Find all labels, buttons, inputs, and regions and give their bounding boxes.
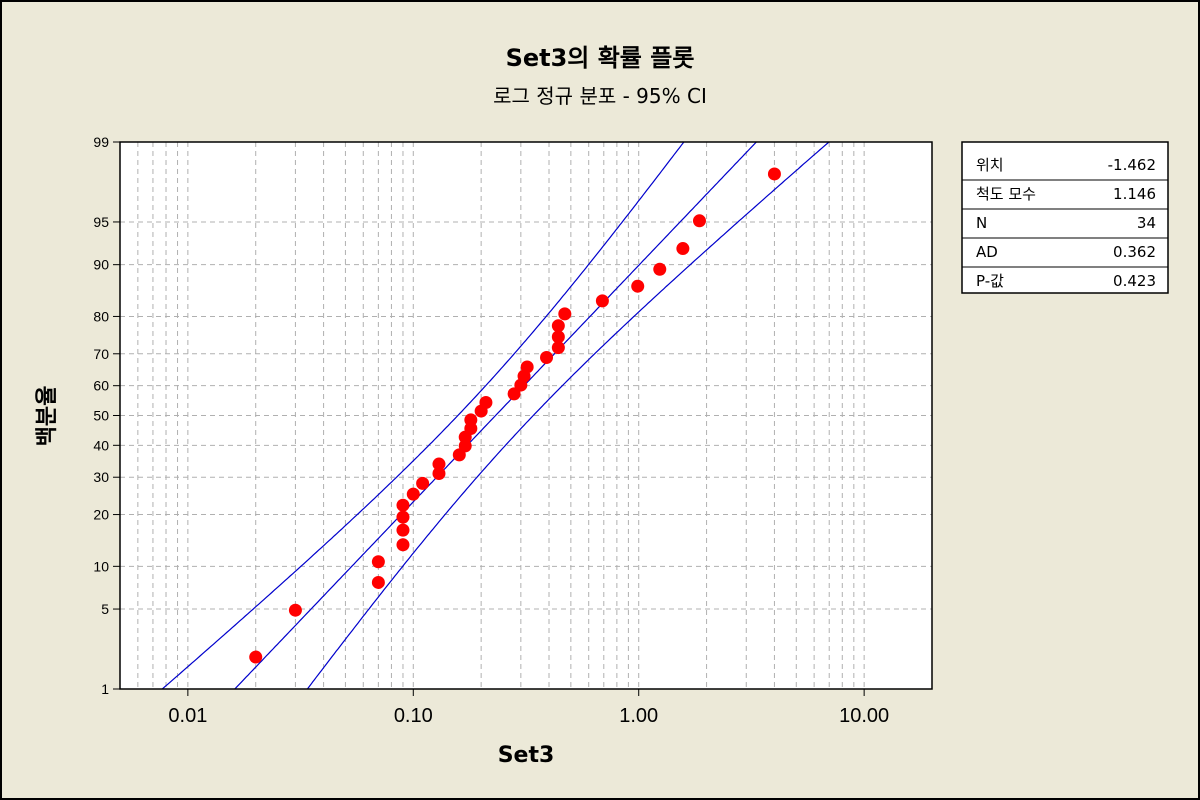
x-tick-label: 1.00 (619, 705, 658, 727)
y-tick-label: 20 (93, 507, 109, 523)
data-point (249, 650, 263, 664)
fit-and-confidence-lines (161, 142, 830, 689)
fitted-line (233, 142, 758, 689)
y-axis-ticks: 1 5 10 20 30 40 50 60 70 80 90 95 99 (93, 134, 120, 697)
data-point (396, 498, 410, 512)
y-axis-label: 백분율 (35, 386, 60, 447)
legend-box (961, 141, 1169, 294)
x-tick-label: 10.00 (839, 705, 889, 727)
y-tick-label: 60 (93, 378, 109, 394)
y-tick-label: 80 (93, 308, 109, 324)
legend-stat-label: N (976, 214, 987, 232)
y-tick-label: 5 (101, 601, 109, 617)
y-tick-label: 40 (93, 437, 109, 453)
data-point (520, 360, 534, 374)
data-point (507, 387, 521, 401)
ci-lower-bound (161, 142, 685, 689)
legend-stat-label: 척도 모수 (976, 185, 1036, 203)
legend-stat-value: -1.462 (1108, 156, 1156, 174)
data-point (540, 350, 554, 364)
ci-upper-bound (306, 142, 830, 689)
data-point (432, 467, 446, 481)
legend-stat-value: 1.146 (1113, 185, 1156, 203)
data-point (551, 341, 565, 355)
y-tick-label: 90 (93, 257, 109, 273)
data-point (551, 330, 565, 344)
data-point (551, 319, 565, 333)
data-point (479, 395, 493, 409)
data-point (396, 510, 410, 524)
data-point (631, 279, 645, 293)
data-point (558, 307, 572, 321)
x-axis-label: Set3 (498, 743, 555, 768)
data-point (432, 457, 446, 471)
chart-title: Set3의 확률 플롯 (506, 44, 695, 72)
x-tick-label: 0.10 (394, 705, 433, 727)
legend-stat-label: 위치 (976, 156, 1004, 174)
data-point (371, 575, 385, 589)
x-axis-ticks: 0.01 0.10 1.00 10.00 (168, 689, 889, 727)
data-point (464, 413, 478, 427)
y-tick-label: 95 (93, 214, 109, 230)
data-point (767, 167, 781, 181)
legend-stat-value: 0.423 (1113, 272, 1156, 290)
y-tick-label: 1 (101, 681, 109, 697)
data-point (676, 242, 690, 256)
y-tick-label: 10 (93, 558, 109, 574)
data-point (653, 262, 667, 276)
data-point (406, 487, 420, 501)
legend-stat-value: 0.362 (1113, 243, 1156, 261)
data-point (371, 555, 385, 569)
x-tick-label: 0.01 (168, 705, 207, 727)
y-tick-label: 99 (93, 134, 109, 150)
data-point (288, 603, 302, 617)
data-point (396, 538, 410, 552)
legend-stat-value: 34 (1137, 214, 1156, 232)
chart-subtitle: 로그 정규 분포 - 95% CI (493, 84, 707, 108)
legend-stat-label: AD (976, 243, 998, 261)
data-point (595, 294, 609, 308)
legend-stat-label: P-값 (976, 272, 1004, 290)
y-tick-label: 50 (93, 408, 109, 424)
data-point (416, 476, 430, 490)
data-point (396, 523, 410, 537)
y-tick-label: 70 (93, 346, 109, 362)
stats-legend: 위치 -1.462 척도 모수 1.146 N 34 AD 0.362 P-값 0.423 (961, 141, 1169, 294)
data-points (249, 167, 781, 664)
y-tick-label: 30 (93, 469, 109, 485)
data-point (692, 214, 706, 228)
